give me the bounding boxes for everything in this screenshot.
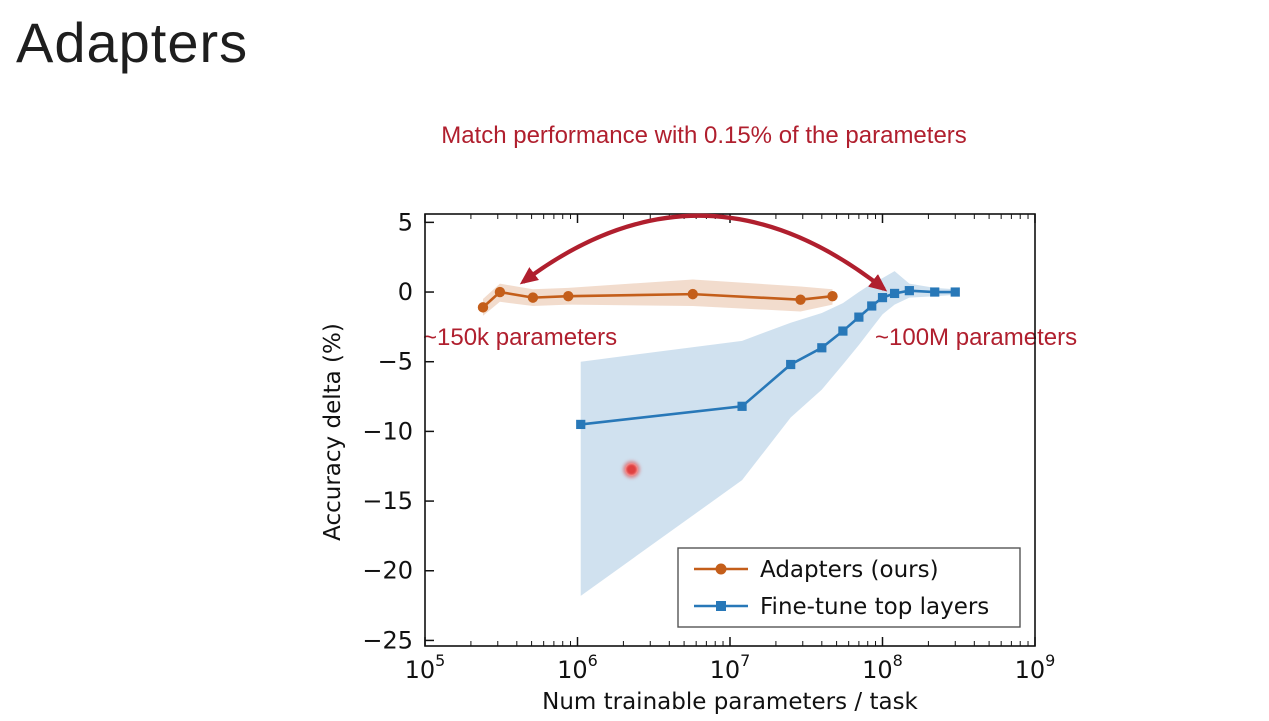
laser-pointer-dot bbox=[625, 463, 638, 476]
svg-text:−25: −25 bbox=[362, 626, 413, 654]
slide-title: Adapters bbox=[16, 11, 249, 74]
svg-text:−10: −10 bbox=[362, 417, 413, 445]
label-150k-parameters: ~150k parameters bbox=[423, 324, 618, 351]
label-100m-parameters: ~100M parameters bbox=[875, 324, 1078, 351]
svg-text:0: 0 bbox=[398, 278, 413, 306]
svg-text:5: 5 bbox=[398, 208, 413, 236]
svg-text:−15: −15 bbox=[362, 487, 413, 515]
svg-text:105: 105 bbox=[405, 651, 446, 684]
svg-text:Adapters (ours): Adapters (ours) bbox=[760, 557, 939, 583]
svg-text:Fine-tune top layers: Fine-tune top layers bbox=[760, 594, 989, 620]
x-axis-label: Num trainable parameters / task bbox=[542, 689, 918, 715]
annotation-match-performance: Match performance with 0.15% of the para… bbox=[441, 122, 967, 149]
svg-text:109: 109 bbox=[1015, 651, 1056, 684]
svg-text:107: 107 bbox=[710, 651, 751, 684]
svg-text:−5: −5 bbox=[378, 348, 413, 376]
svg-text:106: 106 bbox=[557, 651, 598, 684]
svg-text:−20: −20 bbox=[362, 557, 413, 585]
svg-text:108: 108 bbox=[862, 651, 903, 684]
